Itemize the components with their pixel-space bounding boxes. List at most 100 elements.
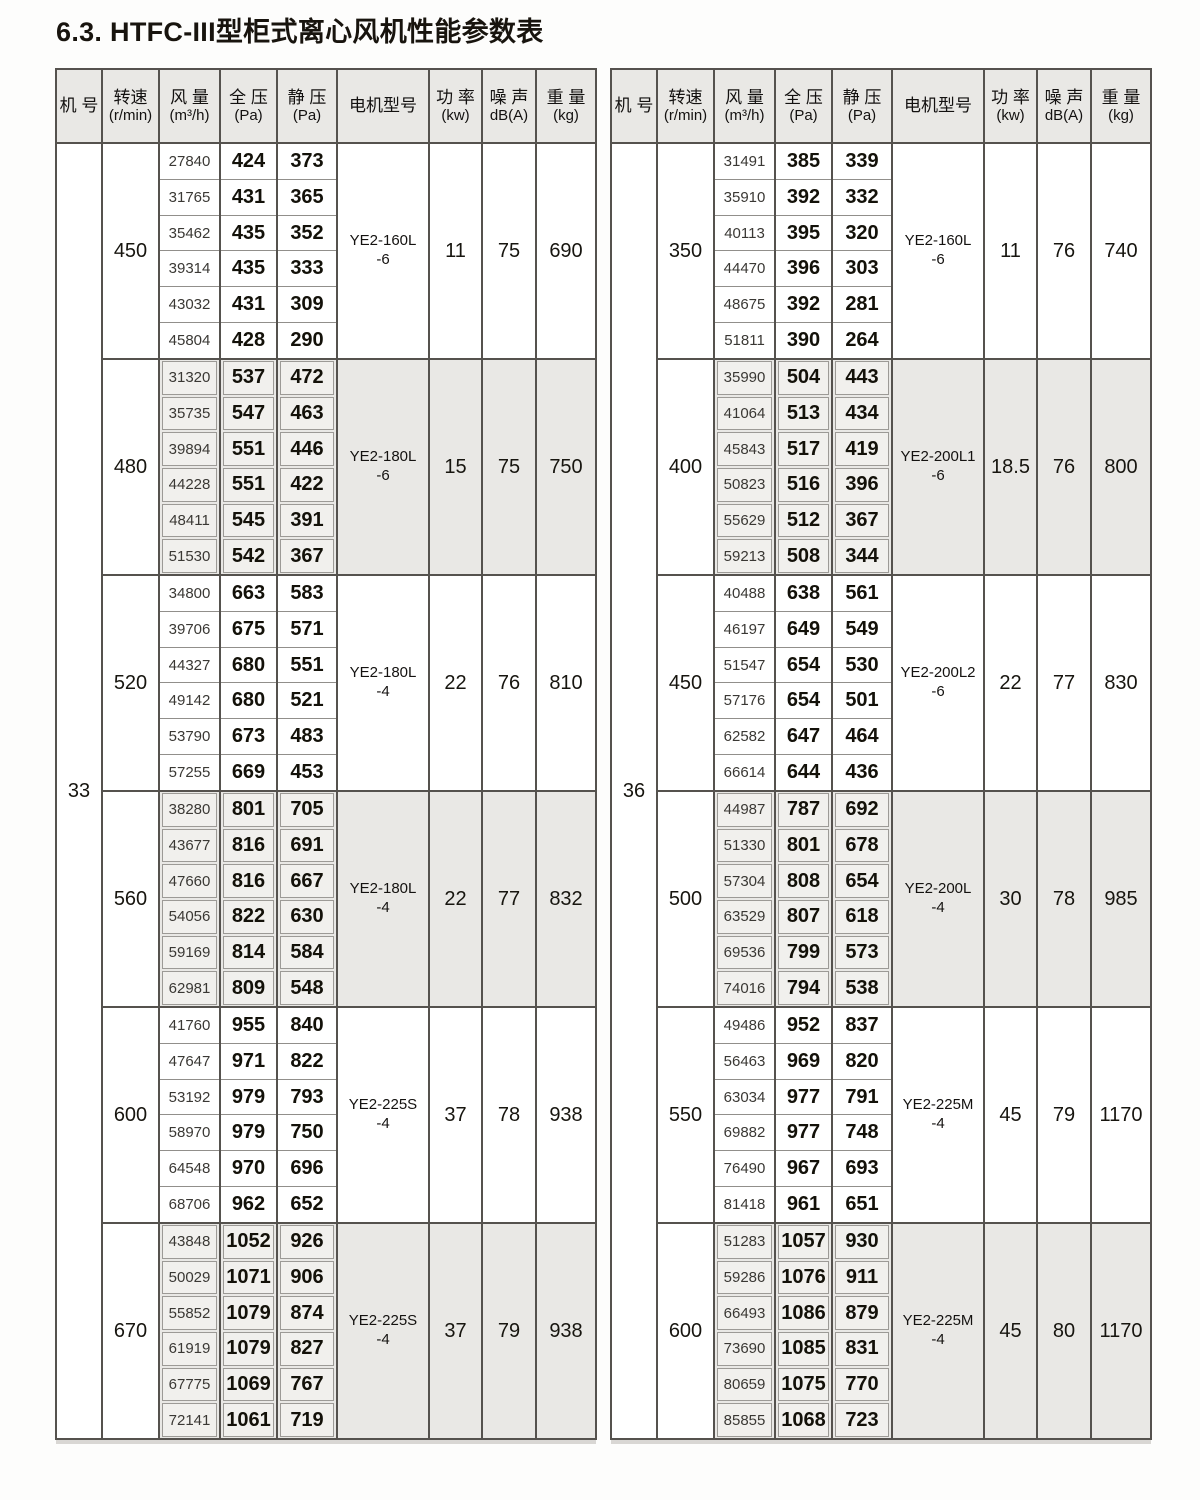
power-cell: 11: [430, 144, 483, 358]
motor-model-line1: YE2-200L2: [900, 664, 976, 682]
motor-model-cell: YE2-180L -6: [338, 360, 430, 574]
flow-cell: 51330: [717, 828, 772, 863]
static-pressure-cell: 419: [835, 432, 889, 467]
total-pressure-cell: 961: [786, 1193, 821, 1216]
flow-cell: 45843: [717, 432, 772, 467]
power-cell: 22: [985, 576, 1038, 790]
static-pressure-cell: 422: [280, 468, 334, 502]
power-cell: 37: [430, 1224, 483, 1438]
column-header-unit: (r/min): [663, 107, 708, 125]
weight-cell: 830: [1104, 671, 1138, 694]
static-pressure-column: 472 463 446 422 391 367: [278, 360, 338, 574]
flow-cell: 57304: [717, 864, 772, 899]
flow-cell: 56463: [715, 1044, 774, 1080]
total-pressure-cell: 1079: [223, 1296, 274, 1331]
speed-group-row: 480 31320 35735 39894 44228 48411 51530 537 547 5…: [103, 360, 595, 576]
speed-groups: 350 31491 35910 40113 44470 48675 51811 385 392 3…: [658, 144, 1150, 1438]
total-pressure-column: 385 392 395 396 392 390: [776, 144, 833, 358]
total-pressure-column: 504 513 517 516 512 508: [776, 360, 833, 574]
total-pressure-cell: 1086: [778, 1296, 829, 1331]
flow-column: 31491 35910 40113 44470 48675 51811: [715, 144, 776, 358]
speed-cell: 450: [658, 576, 715, 790]
total-pressure-cell: 663: [221, 576, 276, 612]
power-cell: 15: [430, 360, 483, 574]
total-pressure-cell: 1052: [223, 1225, 274, 1259]
static-pressure-cell: 911: [835, 1260, 889, 1295]
total-pressure-cell: 1071: [223, 1260, 274, 1295]
column-header-label: 重 量: [546, 87, 586, 107]
fan-performance-table: 机 号转速 (r/min) 风 量 (m³/h) 全 压 (Pa) 静 压 (Pa) 电机型号功…: [55, 68, 597, 1440]
weight-cell: 690: [549, 239, 583, 262]
motor-model-line1: YE2-225M: [902, 1096, 974, 1114]
static-pressure-cell: 630: [280, 900, 334, 934]
total-pressure-cell: 816: [223, 828, 274, 863]
static-pressure-cell: 719: [280, 1403, 334, 1438]
total-pressure-cell: 1085: [778, 1332, 829, 1366]
motor-model-line1: YE2-180L: [349, 448, 417, 466]
flow-cell: 50823: [717, 468, 772, 502]
total-pressure-cell: 969: [776, 1044, 831, 1080]
speed-groups: 450 27840 31765 35462 39314 43032 45804 424 431 4…: [103, 144, 595, 1438]
total-pressure-cell: 644: [786, 761, 821, 784]
column-header: 功 率 (kw): [430, 70, 483, 142]
motor-model-line1: YE2-160L: [349, 232, 417, 250]
power-cell: 22: [430, 792, 483, 1006]
table-body: 33 450 27840 31765 35462 39314 43032 45804 424 43…: [57, 144, 595, 1438]
flow-cell: 59169: [162, 935, 217, 970]
flow-cell: 48411: [162, 503, 217, 538]
column-header: 转速 (r/min): [103, 70, 160, 142]
static-pressure-column: 443 434 419 396 367 344: [833, 360, 893, 574]
motor-model-line1: YE2-225M: [902, 1312, 974, 1330]
total-pressure-column: 952 969 977 977 967 961: [776, 1008, 833, 1222]
flow-cell: 61919: [162, 1332, 217, 1366]
column-header: 风 量 (m³/h): [715, 70, 776, 142]
total-pressure-cell: 428: [231, 329, 266, 352]
flow-cell: 50029: [162, 1260, 217, 1295]
flow-cell: 66493: [717, 1296, 772, 1331]
column-header-unit: (Pa): [847, 107, 877, 125]
column-header: 静 压 (Pa): [278, 70, 338, 142]
total-pressure-cell: 675: [221, 612, 276, 648]
flow-cell: 44228: [162, 468, 217, 502]
total-pressure-cell: 647: [776, 719, 831, 756]
total-pressure-cell: 396: [776, 251, 831, 288]
static-pressure-cell: 443: [835, 361, 889, 395]
static-pressure-cell: 791: [833, 1080, 891, 1116]
static-pressure-cell: 352: [278, 216, 336, 252]
total-pressure-cell: 390: [786, 329, 821, 352]
flow-cell: 35910: [715, 180, 774, 216]
weight-cell: 1170: [1099, 1319, 1143, 1342]
column-header-label: 噪 声: [1044, 87, 1084, 107]
column-header-unit: (Pa): [789, 107, 818, 125]
noise-cell: 78: [1038, 792, 1092, 1006]
static-pressure-cell: 906: [280, 1260, 334, 1295]
column-header-unit: (m³/h): [169, 107, 210, 125]
speed-group-row: 600 41760 47647 53192 58970 64548 68706 955 971 9…: [103, 1008, 595, 1224]
flow-cell: 40113: [715, 216, 774, 252]
table-body: 36 350 31491 35910 40113 44470 48675 51811 385 39…: [612, 144, 1150, 1438]
noise-cell: 75: [483, 360, 537, 574]
static-pressure-cell: 446: [280, 432, 334, 467]
total-pressure-column: 787 801 808 807 799 794: [776, 792, 833, 1006]
column-header-label: 全 压: [229, 87, 268, 107]
total-pressure-cell: 1075: [778, 1367, 829, 1402]
total-pressure-cell: 517: [778, 432, 829, 467]
total-pressure-column: 537 547 551 551 545 542: [221, 360, 278, 574]
static-pressure-cell: 472: [280, 361, 334, 395]
static-pressure-column: 561 549 530 501 464 436: [833, 576, 893, 790]
column-header-label: 风 量: [170, 87, 209, 107]
column-header-unit: dB(A): [1044, 107, 1084, 125]
total-pressure-cell: 962: [231, 1193, 266, 1216]
flow-cell: 67775: [162, 1367, 217, 1402]
total-pressure-cell: 979: [221, 1115, 276, 1152]
column-header: 全 压 (Pa): [776, 70, 833, 142]
static-pressure-cell: 584: [280, 935, 334, 970]
weight-cell: 1170: [1099, 1103, 1143, 1126]
total-pressure-column: 638 649 654 654 647 644: [776, 576, 833, 790]
static-pressure-cell: 521: [278, 683, 336, 720]
motor-model-cell: YE2-225S -4: [338, 1008, 430, 1222]
noise-cell: 79: [483, 1224, 537, 1438]
flow-cell: 47647: [160, 1044, 219, 1080]
total-pressure-cell: 1061: [223, 1403, 274, 1438]
